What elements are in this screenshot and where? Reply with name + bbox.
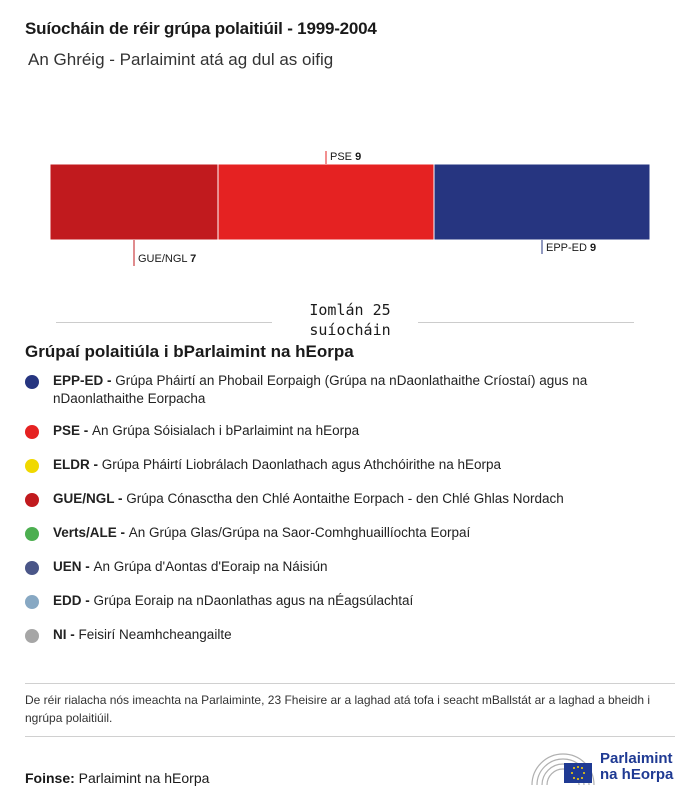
legend: EPP-ED - Grúpa Pháirtí an Phobail Eorpai… [25, 372, 665, 660]
legend-item: EPP-ED - Grúpa Pháirtí an Phobail Eorpai… [25, 372, 665, 408]
logo-text: Parlaimint na hEorpa [600, 750, 674, 783]
legend-swatch [25, 493, 39, 507]
parliament-logo: Parlaimint na hEorpa [530, 745, 680, 789]
legend-name: Grúpa Cónasctha den Chlé Aontaithe Eorpa… [126, 491, 564, 506]
bar-segment-gue-ngl [49, 163, 219, 241]
legend-name: Grúpa Pháirtí Liobrálach Daonlathach agu… [101, 457, 502, 472]
data-label: EPP-ED 9 [546, 242, 596, 254]
total-divider-right [418, 322, 634, 323]
bar-segment-pse [217, 163, 435, 241]
divider [25, 736, 675, 737]
legend-abbr: EPP-ED - [53, 373, 116, 388]
legend-abbr: ELDR - [53, 457, 102, 472]
legend-abbr: NI - [53, 627, 79, 642]
chart-subtitle: An Ghréig - Parlaimint atá ag dul as oif… [28, 50, 334, 69]
footnote: De réir rialacha nós imeachta na Parlaim… [25, 693, 651, 725]
source-value: Parlaimint na hEorpa [78, 770, 210, 786]
total-seats: Iomlán 25 suíocháin [0, 300, 700, 340]
legend-swatch [25, 629, 39, 643]
legend-item: GUE/NGL - Grúpa Cónasctha den Chlé Aonta… [25, 490, 665, 508]
source: Foinse: Parlaimint na hEorpa [25, 770, 209, 786]
total-divider-left [56, 322, 272, 323]
legend-abbr: UEN - [53, 559, 94, 574]
legend-item: UEN - An Grúpa d'Aontas d'Eoraip na Náis… [25, 558, 665, 576]
stacked-bar-chart: GUE/NGL 7 PSE 9 EPP-ED 9 [49, 151, 651, 266]
eu-flag-icon [564, 763, 592, 783]
legend-item: EDD - Grúpa Eoraip na nDaonlathas agus n… [25, 592, 665, 610]
legend-item: PSE - An Grúpa Sóisialach i bParlaimint … [25, 422, 665, 440]
legend-abbr: EDD - [53, 593, 94, 608]
data-label: PSE 9 [330, 151, 361, 163]
legend-name: An Grúpa Sóisialach i bParlaimint na hEo… [92, 423, 360, 438]
chart-title: Suíocháin de réir grúpa polaitiúil - 199… [25, 19, 377, 38]
legend-swatch [25, 527, 39, 541]
legend-name: Grúpa Pháirtí an Phobail Eorpaigh (Grúpa… [53, 373, 588, 406]
legend-item: ELDR - Grúpa Pháirtí Liobrálach Daonlath… [25, 456, 665, 474]
legend-name: An Grúpa d'Aontas d'Eoraip na Náisiún [93, 559, 328, 574]
legend-swatch [25, 561, 39, 575]
legend-item: NI - Feisirí Neamhcheangailte [25, 626, 665, 644]
legend-swatch [25, 595, 39, 609]
legend-item: Verts/ALE - An Grúpa Glas/Grúpa na Saor-… [25, 524, 665, 542]
total-label: Iomlán 25 suíocháin [309, 301, 391, 339]
data-label: GUE/NGL 7 [138, 253, 196, 265]
legend-title: Grúpaí polaitiúla i bParlaimint na hEorp… [25, 342, 354, 361]
bar-segment-epp-ed [433, 163, 651, 241]
legend-abbr: GUE/NGL - [53, 491, 127, 506]
source-label: Foinse: [25, 770, 75, 786]
legend-abbr: PSE - [53, 423, 93, 438]
legend-name: Feisirí Neamhcheangailte [78, 627, 232, 642]
legend-name: An Grúpa Glas/Grúpa na Saor-Comhghuaillí… [128, 525, 471, 540]
divider [25, 683, 675, 684]
legend-swatch [25, 459, 39, 473]
legend-swatch [25, 375, 39, 389]
legend-abbr: Verts/ALE - [53, 525, 129, 540]
legend-swatch [25, 425, 39, 439]
legend-name: Grúpa Eoraip na nDaonlathas agus na nÉag… [93, 593, 414, 608]
